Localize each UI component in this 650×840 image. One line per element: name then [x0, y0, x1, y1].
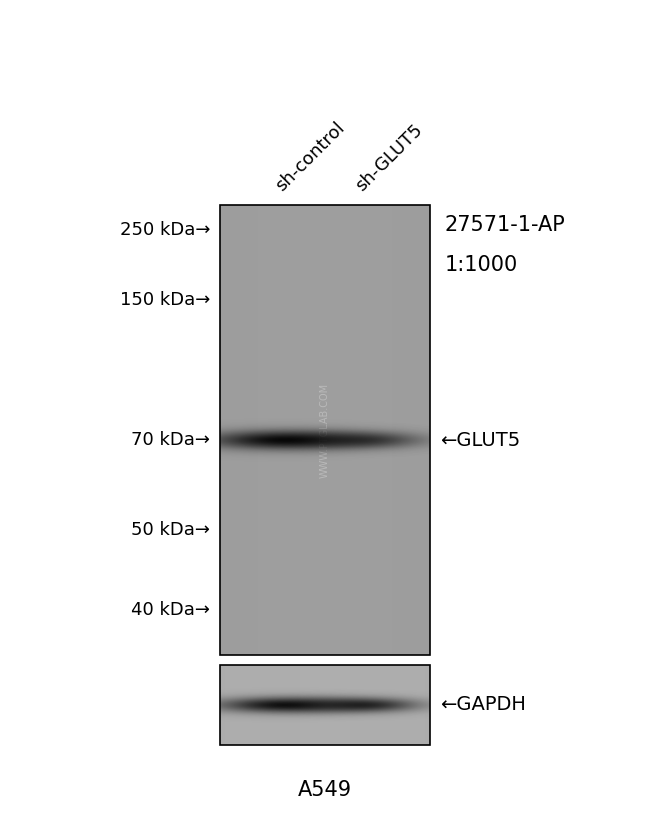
Text: sh-control: sh-control	[272, 118, 348, 195]
Text: 40 kDa→: 40 kDa→	[131, 601, 210, 619]
Text: ←GLUT5: ←GLUT5	[440, 430, 520, 449]
Text: WWW.PTGLAB.COM: WWW.PTGLAB.COM	[320, 382, 330, 478]
Text: A549: A549	[298, 780, 352, 800]
Text: 70 kDa→: 70 kDa→	[131, 431, 210, 449]
Text: 1:1000: 1:1000	[445, 255, 518, 275]
Text: 27571-1-AP: 27571-1-AP	[445, 215, 566, 235]
Text: 250 kDa→: 250 kDa→	[120, 221, 210, 239]
Text: 50 kDa→: 50 kDa→	[131, 521, 210, 539]
Bar	[220, 665, 430, 745]
Text: 150 kDa→: 150 kDa→	[120, 291, 210, 309]
Text: ←GAPDH: ←GAPDH	[440, 696, 526, 715]
Bar	[220, 205, 430, 655]
Text: sh-GLUT5: sh-GLUT5	[352, 121, 426, 195]
